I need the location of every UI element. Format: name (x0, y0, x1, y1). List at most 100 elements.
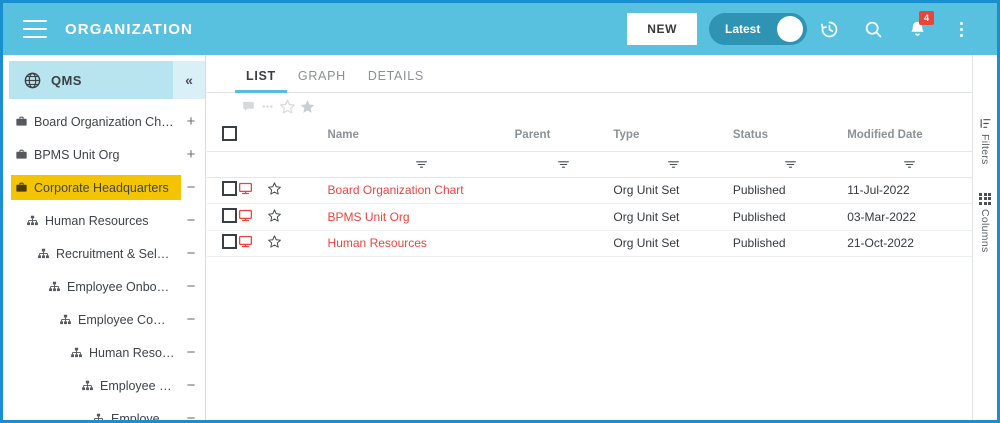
header-status[interactable]: Status (732, 119, 848, 152)
sidebar-item-toggle[interactable]: − (186, 377, 196, 394)
filter-parent[interactable] (514, 151, 614, 178)
sidebar-item-body[interactable]: Employee Lab... (77, 373, 181, 398)
sidebar-item-employee-onboard[interactable]: Employee Onboard... − (3, 270, 205, 303)
header-parent[interactable]: Parent (514, 119, 614, 152)
sidebar-item-body[interactable]: Board Organization Chart (11, 109, 181, 134)
row-name-cell[interactable]: Human Resources (327, 230, 515, 257)
comment-icon[interactable] (241, 99, 256, 114)
filter-icon[interactable] (515, 158, 614, 171)
sidebar-item-label: Employee Onboard... (67, 279, 175, 294)
table-row[interactable]: Board Organization Chart Org Unit Set Publ… (207, 177, 972, 204)
sidebar-item-toggle[interactable]: − (186, 410, 196, 420)
grid-icon (979, 192, 991, 205)
row-star-cell[interactable] (267, 230, 328, 257)
filter-name[interactable] (327, 151, 515, 178)
history-button[interactable] (807, 7, 851, 51)
sidebar-item-employee-lab[interactable]: Employee Lab...− (3, 369, 205, 402)
select-all-checkbox[interactable] (222, 125, 237, 141)
latest-toggle-knob[interactable] (777, 16, 803, 42)
monitor-icon[interactable] (238, 234, 253, 249)
sidebar-item-toggle[interactable]: + (186, 113, 196, 130)
tab-details[interactable]: DETAILS (367, 69, 424, 83)
filter-type[interactable] (613, 151, 733, 178)
filter-modified-date[interactable] (847, 151, 972, 178)
star-filled-icon[interactable] (299, 98, 316, 115)
row-star-cell[interactable] (267, 203, 328, 231)
filter-icon[interactable] (847, 158, 972, 171)
sidebar-item-body[interactable]: Corporate Headquarters (11, 175, 181, 200)
tab-graph[interactable]: GRAPH (297, 69, 346, 83)
header-modified-date[interactable]: Modified Date (847, 119, 972, 152)
sidebar-item-corporate-headquarters[interactable]: Corporate Headquarters − (3, 171, 205, 204)
sidebar-item-body[interactable]: Recruitment & Select... (33, 241, 181, 266)
org-units-table: Name Parent Type Status Modified Date (207, 119, 972, 257)
sidebar-item-human-resources[interactable]: Human Resources − (3, 204, 205, 237)
row-screen-cell[interactable] (238, 177, 268, 204)
briefcase-icon (16, 149, 27, 159)
sidebar-item-toggle[interactable]: − (186, 278, 196, 295)
filter-icon[interactable] (613, 158, 733, 171)
table-row[interactable]: Human Resources Org Unit Set Published 21-O… (207, 230, 972, 257)
sidebar-root-row: QMS « (3, 61, 205, 99)
table-head: Name Parent Type Status Modified Date (207, 119, 972, 178)
header-name[interactable]: Name (327, 119, 515, 152)
row-meta-icons (207, 93, 972, 119)
row-name-link[interactable]: BPMS Unit Org (327, 209, 410, 224)
monitor-icon[interactable] (238, 208, 253, 223)
row-checkbox[interactable] (222, 207, 237, 223)
row-name-cell[interactable]: Board Organization Chart (327, 177, 515, 204)
sidebar-item-body[interactable]: Employee Tr... (88, 406, 181, 420)
sidebar-item-employee-compe[interactable]: Employee Compe...− (3, 303, 205, 336)
sidebar-item-toggle[interactable]: − (186, 344, 196, 361)
filter-status[interactable] (732, 151, 848, 178)
filter-icon[interactable] (328, 158, 515, 171)
rail-columns[interactable]: Columns (979, 192, 991, 252)
row-screen-cell[interactable] (238, 203, 268, 231)
sidebar-item-bpms-unit-org[interactable]: BPMS Unit Org + (3, 138, 205, 171)
row-name-link[interactable]: Human Resources (327, 236, 427, 251)
sidebar-item-body[interactable]: BPMS Unit Org (11, 142, 181, 167)
header-type[interactable]: Type (613, 119, 733, 152)
search-button[interactable] (851, 7, 895, 51)
star-outline-icon[interactable] (279, 98, 296, 115)
tab-list[interactable]: LIST (235, 69, 287, 93)
row-checkbox[interactable] (222, 234, 237, 250)
filter-icon[interactable] (733, 158, 847, 171)
sidebar-item-employee-tr[interactable]: Employee Tr... − (3, 402, 205, 420)
star-outline-icon[interactable] (267, 234, 282, 249)
sidebar-collapse-button[interactable]: « (173, 61, 205, 99)
latest-toggle-label: Latest (725, 22, 761, 36)
sidebar-item-toggle[interactable]: − (186, 311, 196, 328)
notifications-button[interactable]: 4 (895, 7, 939, 51)
sidebar-item-body[interactable]: Employee Compe... (55, 307, 181, 332)
right-rail: Filters Columns (972, 55, 997, 420)
sidebar-item-board-organization-chart[interactable]: Board Organization Chart + (3, 105, 205, 138)
row-checkbox[interactable] (222, 181, 237, 197)
ellipsis-icon[interactable] (259, 99, 276, 114)
overflow-menu-button[interactable] (939, 7, 983, 51)
sidebar-item-toggle[interactable]: − (186, 212, 196, 229)
latest-toggle[interactable]: Latest (709, 13, 807, 45)
sidebar-item-body[interactable]: Employee Onboard... (44, 274, 181, 299)
monitor-icon[interactable] (238, 181, 253, 196)
sidebar-item-toggle[interactable]: − (186, 245, 196, 262)
sidebar-item-body[interactable]: Human Resources (22, 208, 181, 233)
new-button[interactable]: NEW (627, 13, 697, 45)
row-name-link[interactable]: Board Organization Chart (327, 183, 464, 198)
table-row[interactable]: BPMS Unit Org Org Unit Set Published 03-Mar… (207, 203, 972, 231)
sidebar-item-human-resourc[interactable]: Human Resourc...− (3, 336, 205, 369)
sidebar-item-qms[interactable]: QMS (9, 61, 173, 99)
row-star-cell[interactable] (267, 177, 328, 204)
sidebar-item-toggle[interactable]: + (186, 146, 196, 163)
row-type-cell: Org Unit Set (613, 230, 733, 257)
rail-filters[interactable]: Filters (979, 117, 992, 165)
hamburger-icon[interactable] (23, 20, 47, 38)
briefcase-icon (16, 182, 27, 192)
row-screen-cell[interactable] (238, 230, 268, 257)
sidebar-item-body[interactable]: Human Resourc... (66, 340, 181, 365)
sidebar-item-toggle[interactable]: − (186, 179, 196, 196)
star-outline-icon[interactable] (267, 181, 282, 196)
sidebar-item-recruitment-select[interactable]: Recruitment & Select... − (3, 237, 205, 270)
row-name-cell[interactable]: BPMS Unit Org (327, 203, 515, 231)
star-outline-icon[interactable] (267, 208, 282, 223)
